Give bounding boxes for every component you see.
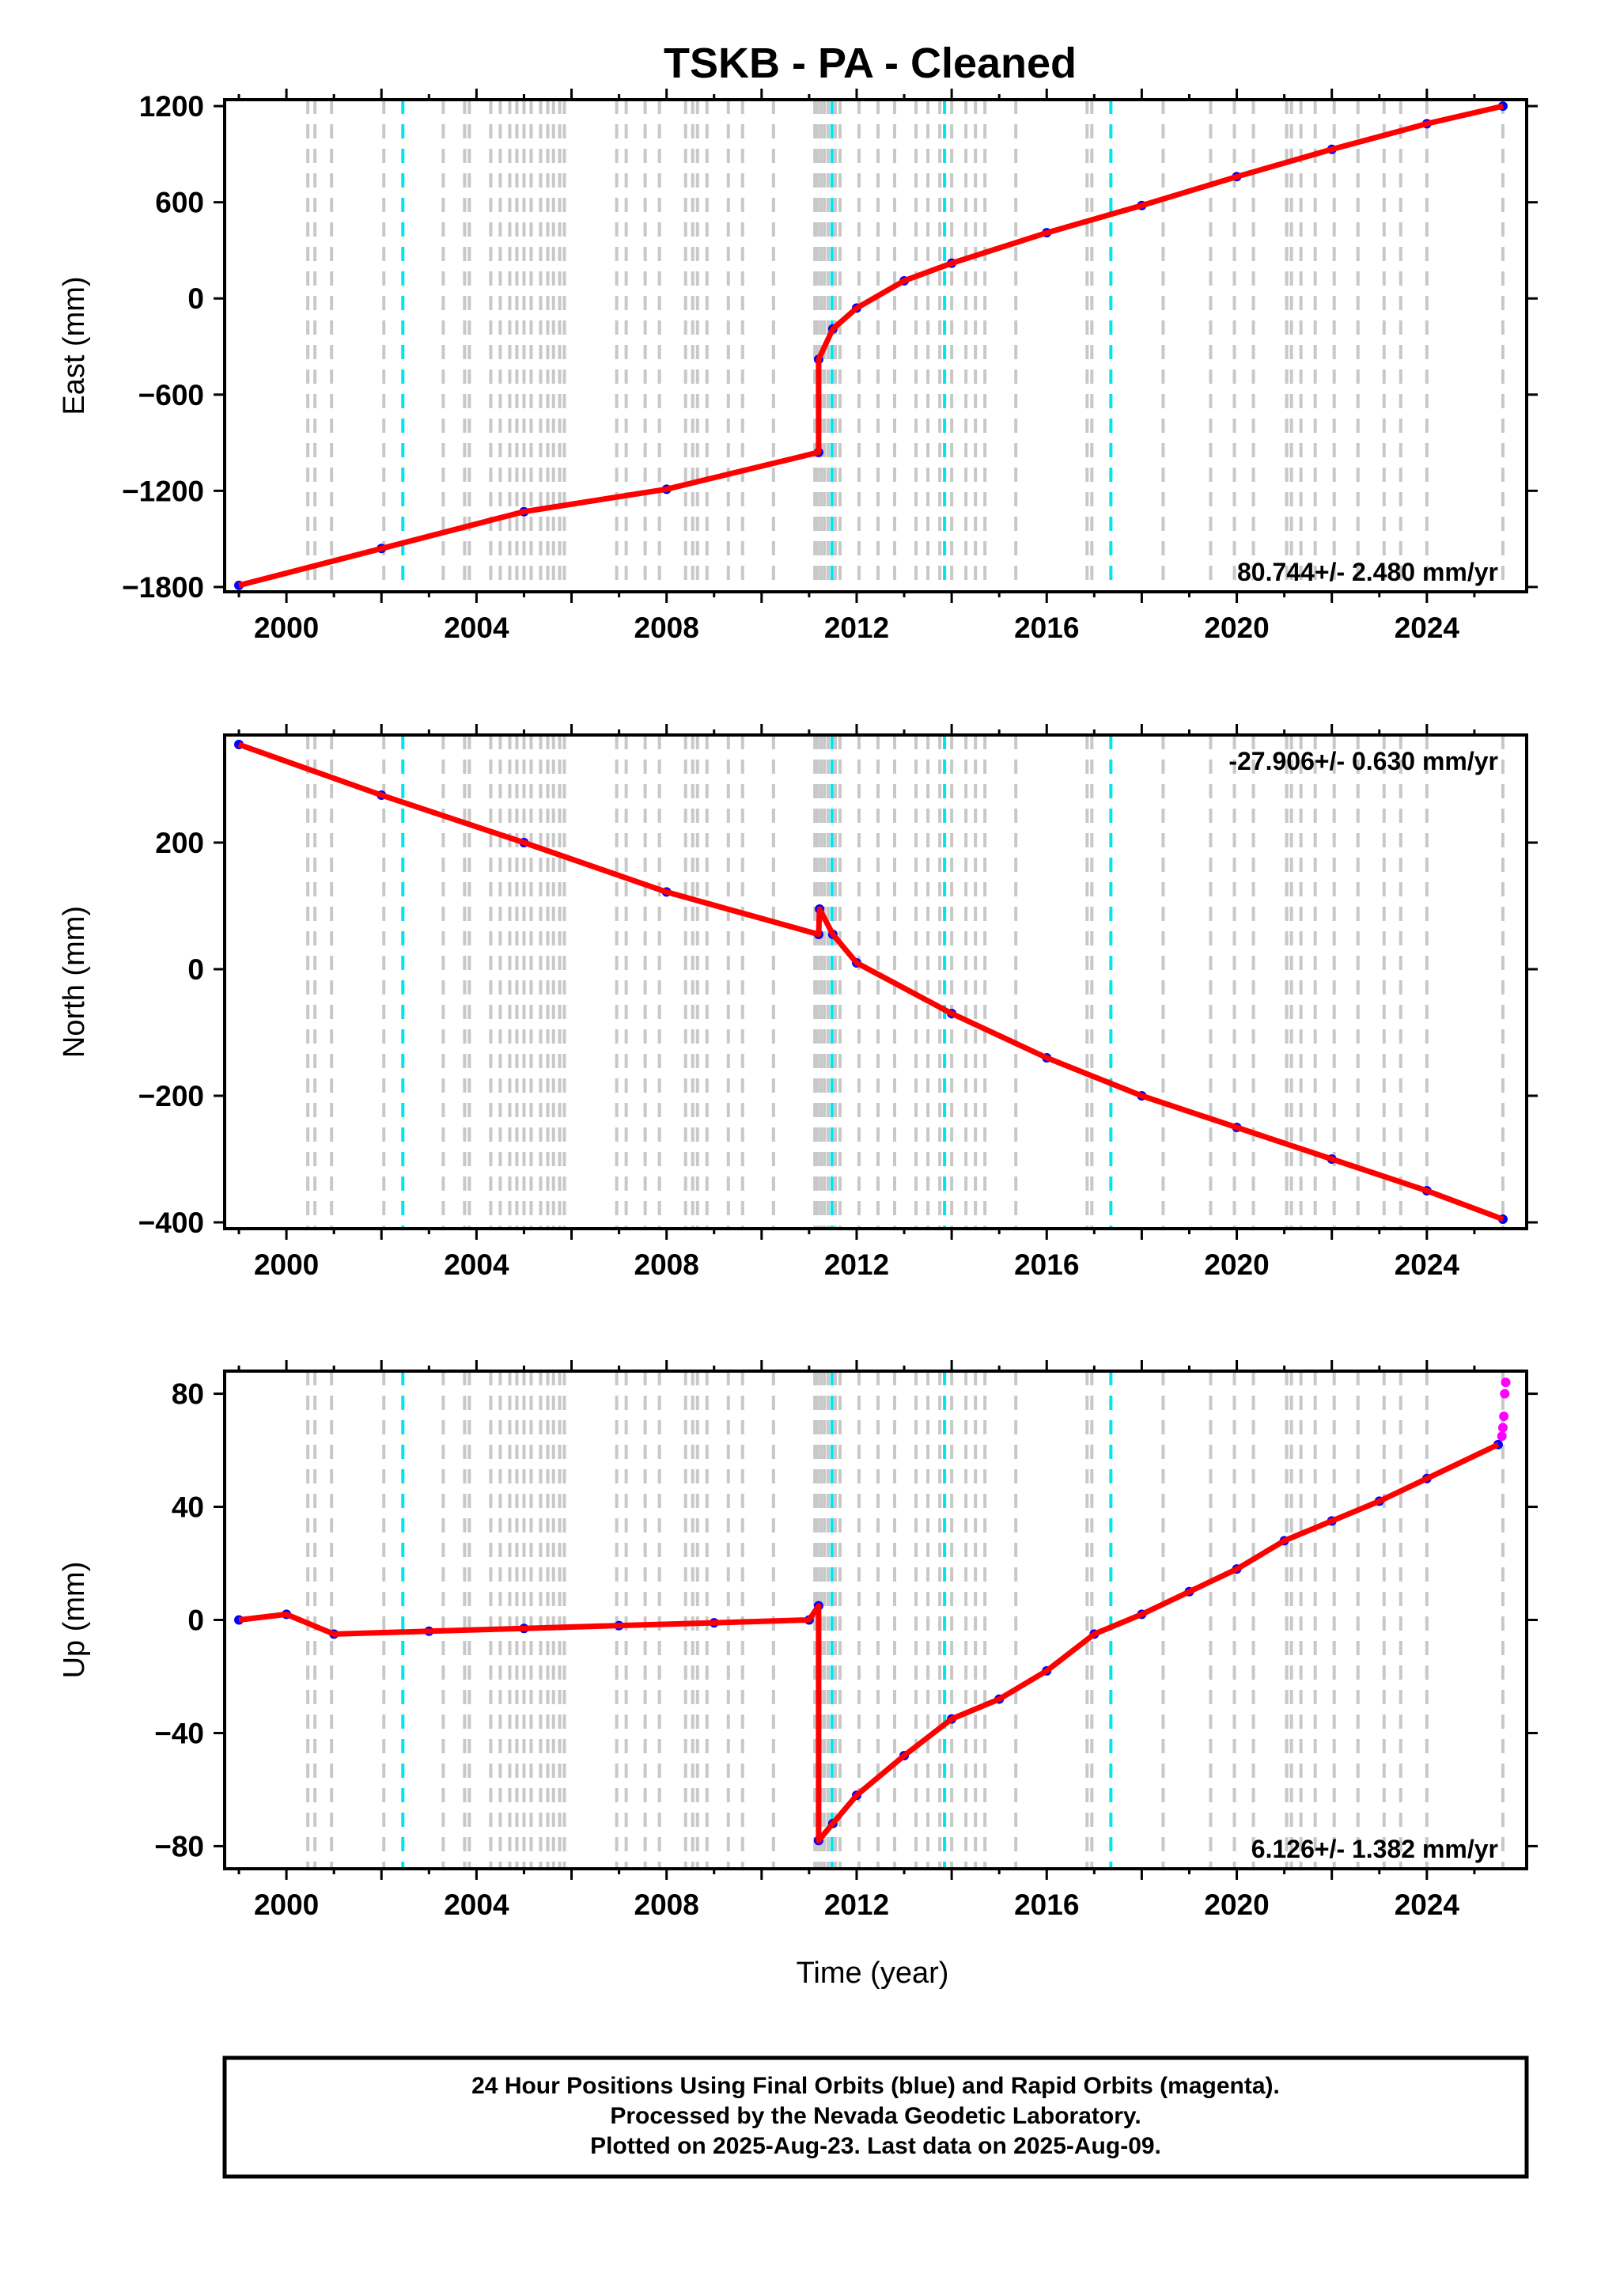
y-tick-label: 200 [155, 827, 204, 859]
footer-box: 24 Hour Positions Using Final Orbits (bl… [222, 2055, 1529, 2179]
y-tick-label: −1200 [122, 475, 204, 507]
x-tick-label: 2000 [254, 1889, 319, 1921]
y-tick-label: 40 [172, 1491, 204, 1524]
model-fit-line [237, 741, 1504, 1222]
y-tick-label: −400 [138, 1207, 204, 1239]
model-fit-line [237, 741, 1504, 1222]
chart-title: TSKB - PA - Cleaned [664, 40, 1077, 87]
y-tick-label: −80 [154, 1830, 204, 1862]
x-tick-label: 2016 [1014, 1889, 1079, 1921]
x-tick-label: 2024 [1395, 1248, 1460, 1281]
panel-north: −400 −200 0 200 2000 2004 2008 2012 2016 2020 2024… [58, 724, 1538, 1281]
rapid-orbit-point [1500, 1389, 1510, 1399]
x-tick-label: 2008 [634, 1248, 699, 1281]
x-tick-label: 2012 [824, 1889, 889, 1921]
y-tick-label: 1200 [139, 90, 204, 123]
rate-label: 80.744+/- 2.480 mm/yr [1237, 558, 1498, 586]
y-axis-label: Up (mm) [58, 1562, 91, 1679]
plot-frame [223, 98, 1528, 593]
y-axis-label: North (mm) [58, 906, 91, 1058]
footer-frame [222, 2055, 1529, 2179]
x-tick-label: 2024 [1395, 1889, 1460, 1921]
x-tick-label: 2008 [634, 612, 699, 644]
plot-frame [223, 1370, 1528, 1870]
y-tick-label: −40 [154, 1717, 204, 1749]
axis-ticks: −80 −40 0 40 80 2000 2004 2008 2012 2016 2020 2024 [154, 1360, 1538, 1921]
x-tick-label: 2020 [1204, 1248, 1269, 1281]
y-tick-label: 80 [172, 1378, 204, 1411]
panel-east: −1800 −1200 −600 0 600 1200 2000 2004 2008 2012 20… [58, 89, 1538, 644]
y-tick-label: −1800 [122, 571, 204, 604]
y-tick-label: 0 [187, 953, 204, 986]
x-tick-label: 2024 [1395, 612, 1460, 644]
footer-line-2: Processed by the Nevada Geodetic Laborat… [610, 2103, 1141, 2129]
x-axis-label: Time (year) [797, 1957, 949, 1990]
rate-label: -27.906+/- 0.630 mm/yr [1228, 747, 1498, 775]
rate-label: 6.126+/- 1.382 mm/yr [1251, 1835, 1498, 1863]
x-tick-label: 2012 [824, 612, 889, 644]
y-tick-label: −600 [138, 379, 204, 411]
x-tick-label: 2016 [1014, 612, 1079, 644]
x-tick-label: 2008 [634, 1889, 699, 1921]
footer-line-3: Plotted on 2025-Aug-23. Last data on 202… [590, 2133, 1161, 2159]
model-fit-line [238, 1442, 1500, 1843]
event-lines [306, 100, 1504, 592]
axis-ticks: −1800 −1200 −600 0 600 1200 2000 2004 2008 2012 20… [122, 89, 1538, 644]
model-fit-line [238, 103, 1504, 589]
y-tick-label: 0 [187, 1605, 204, 1637]
x-tick-label: 2004 [444, 612, 509, 644]
event-lines [306, 1371, 1504, 1869]
model-fit-line [238, 1442, 1500, 1843]
y-tick-label: −200 [138, 1080, 204, 1112]
model-fit-line [238, 103, 1504, 589]
axis-ticks: −400 −200 0 200 2000 2004 2008 2012 2016 2020 2024 [138, 724, 1538, 1281]
rapid-orbit-points [1497, 1377, 1511, 1442]
x-tick-label: 2020 [1204, 1889, 1269, 1921]
rapid-orbit-point [1497, 1423, 1508, 1433]
x-tick-label: 2000 [254, 1248, 319, 1281]
footer-line-1: 24 Hour Positions Using Final Orbits (bl… [471, 2073, 1280, 2099]
rapid-orbit-point [1497, 1431, 1507, 1442]
x-tick-label: 2004 [444, 1248, 509, 1281]
x-tick-label: 2020 [1204, 612, 1269, 644]
x-tick-label: 2016 [1014, 1248, 1079, 1281]
x-tick-label: 2004 [444, 1889, 509, 1921]
rapid-orbit-point [1499, 1411, 1509, 1422]
plot-frame [223, 733, 1528, 1230]
y-tick-label: 600 [155, 187, 204, 219]
rapid-orbit-point [1501, 1377, 1511, 1388]
x-tick-label: 2012 [824, 1248, 889, 1281]
y-axis-label: East (mm) [58, 276, 91, 415]
x-tick-label: 2000 [254, 612, 319, 644]
y-tick-label: 0 [187, 282, 204, 315]
